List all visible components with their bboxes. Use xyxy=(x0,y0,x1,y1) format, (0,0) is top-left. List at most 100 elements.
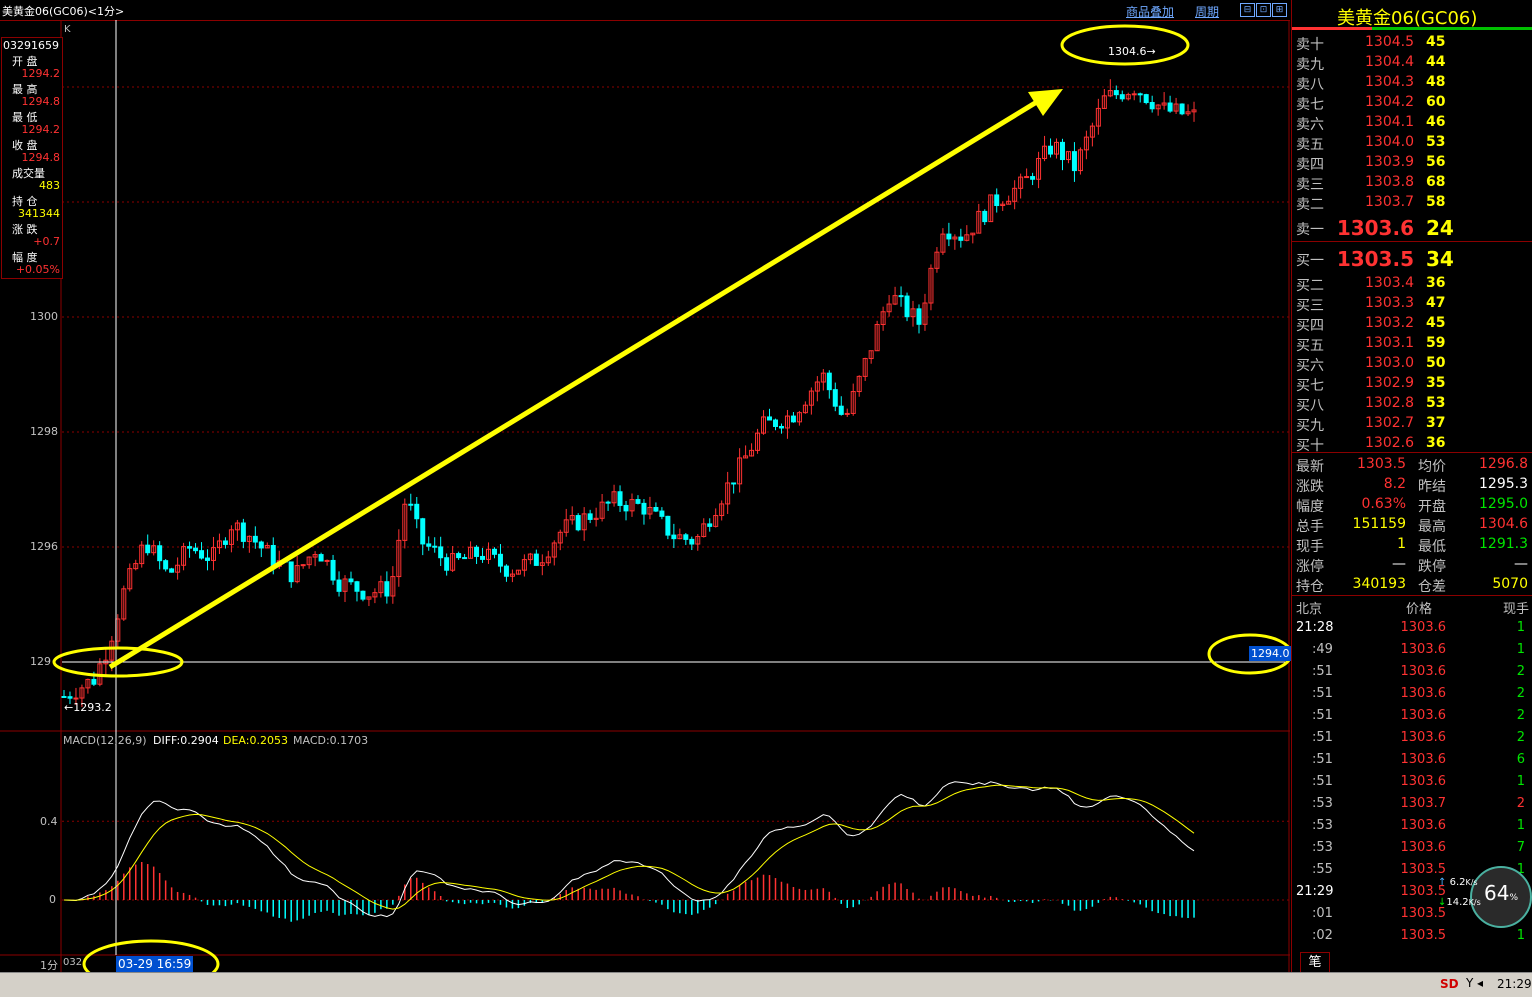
quote-value: 1303.5 xyxy=(1357,456,1406,472)
candle-body xyxy=(228,529,234,545)
bid-volume: 36 xyxy=(1426,435,1446,451)
info-chg: +0.7 xyxy=(33,235,60,248)
cpu-percent: 64% xyxy=(1484,881,1519,905)
status-bar: SD Y ◂ 21:29 xyxy=(0,972,1532,997)
layout-icon-2[interactable]: ⊡ xyxy=(1256,3,1271,17)
candle-body xyxy=(593,517,599,520)
quote-header: 美黄金06(GC06) xyxy=(1292,0,1532,30)
ask-price: 1303.8 xyxy=(1365,174,1414,190)
candle-body xyxy=(187,546,193,549)
ask-price: 1304.3 xyxy=(1365,74,1414,90)
candle-body xyxy=(157,545,163,562)
candle-body xyxy=(886,303,892,313)
bid-label: 买三 xyxy=(1296,298,1324,314)
tick-price: 1303.6 xyxy=(1400,774,1447,789)
ask-level-1: 卖一 1303.6 24 xyxy=(1292,216,1532,240)
candle-body xyxy=(1167,102,1173,112)
candle-body xyxy=(826,372,832,391)
candle-body xyxy=(701,523,707,538)
tab-ticks[interactable]: 笔 xyxy=(1300,952,1330,973)
candle-body xyxy=(719,503,725,517)
candle-body xyxy=(139,544,145,565)
bid-level-1: 买一 1303.5 34 xyxy=(1292,247,1532,271)
candle-body xyxy=(366,596,372,600)
tick-volume: 2 xyxy=(1516,708,1525,723)
bid-volume: 35 xyxy=(1426,375,1446,391)
ask-volume: 45 xyxy=(1426,34,1446,50)
candle-body xyxy=(163,560,169,570)
highlight-ellipse xyxy=(52,646,184,678)
tick-row: :51 1303.6 2 xyxy=(1292,727,1532,749)
ask-price: 1304.5 xyxy=(1365,34,1414,50)
layout-icon-3[interactable]: ⊞ xyxy=(1272,3,1287,17)
ask-level: 卖二 1303.7 58 xyxy=(1292,192,1532,213)
bid-price: 1302.6 xyxy=(1365,435,1414,451)
quote-label: 现手 xyxy=(1296,539,1324,555)
ask1-volume: 24 xyxy=(1426,216,1454,240)
network-speed-widget[interactable]: ↑ 6.2K/s ↓14.2K/s 64% xyxy=(1438,866,1532,928)
candle-body xyxy=(749,449,755,457)
candle-body xyxy=(689,538,695,545)
bid-level: 买八 1302.8 53 xyxy=(1292,393,1532,414)
macd-tick-0: 0 xyxy=(49,893,56,906)
ask-level: 卖七 1304.2 60 xyxy=(1292,92,1532,113)
candle-body xyxy=(1119,94,1125,100)
ask-price: 1303.9 xyxy=(1365,154,1414,170)
tick-time: :53 xyxy=(1312,840,1333,855)
candle-body xyxy=(647,506,653,515)
candle-body xyxy=(1191,109,1197,113)
bid-price: 1303.2 xyxy=(1365,315,1414,331)
candle-body xyxy=(384,581,390,597)
quote-row: 涨跌 8.2 昨结 1295.3 xyxy=(1292,474,1532,495)
candle-body xyxy=(1155,104,1161,110)
candle-body xyxy=(856,375,862,393)
tick-price: 1303.6 xyxy=(1400,642,1447,657)
quote-label: 最高 xyxy=(1418,519,1446,535)
tick-time: :51 xyxy=(1312,774,1333,789)
ask-level: 卖六 1304.1 46 xyxy=(1292,112,1532,133)
tick-time: :55 xyxy=(1312,862,1333,877)
candle-body xyxy=(731,482,737,485)
layout-icon-1[interactable]: ⊟ xyxy=(1240,3,1255,17)
quote-row: 涨停 — 跌停 — xyxy=(1292,554,1532,575)
candle-body xyxy=(934,251,940,269)
high-marker: 1304.6→ xyxy=(1108,45,1156,58)
candle-body xyxy=(1125,94,1131,100)
ask-price: 1303.7 xyxy=(1365,194,1414,210)
candle-body xyxy=(551,542,557,558)
period-link[interactable]: 周期 xyxy=(1195,5,1220,19)
tick-row: :51 1303.6 6 xyxy=(1292,749,1532,771)
tick-price: 1303.5 xyxy=(1400,884,1447,899)
quote-label: 均价 xyxy=(1418,459,1446,475)
divider xyxy=(1292,595,1532,596)
info-open: 1294.2 xyxy=(21,67,61,80)
candle-body xyxy=(121,588,127,620)
bid-label: 买九 xyxy=(1296,418,1324,434)
candle-body xyxy=(898,295,904,298)
candle-body xyxy=(270,544,276,567)
candle-body xyxy=(695,536,701,545)
candle-body xyxy=(533,553,539,566)
candle-body xyxy=(354,581,360,592)
candle-body xyxy=(964,234,970,241)
candle-body xyxy=(390,576,396,597)
price-tick-1294: 129 xyxy=(30,655,51,668)
quote-label: 最低 xyxy=(1418,539,1446,555)
overlay-link[interactable]: 商品叠加 xyxy=(1126,5,1175,19)
candle-body xyxy=(808,390,814,406)
ask-volume: 60 xyxy=(1426,94,1446,110)
tick-volume: 2 xyxy=(1516,664,1525,679)
candle-body xyxy=(922,302,928,325)
dea-line xyxy=(63,784,1195,910)
candle-body xyxy=(360,590,366,600)
tick-volume: 1 xyxy=(1516,928,1525,943)
candle-body xyxy=(982,210,988,223)
quote-row: 现手 1 最低 1291.3 xyxy=(1292,534,1532,555)
bid-volume: 47 xyxy=(1426,295,1446,311)
quote-label: 持仓 xyxy=(1296,579,1324,595)
candle-body xyxy=(838,405,844,415)
kline-chart[interactable] xyxy=(0,20,1290,972)
candle-body xyxy=(527,553,533,561)
tick-time: :53 xyxy=(1312,796,1333,811)
candle-body xyxy=(414,503,420,520)
